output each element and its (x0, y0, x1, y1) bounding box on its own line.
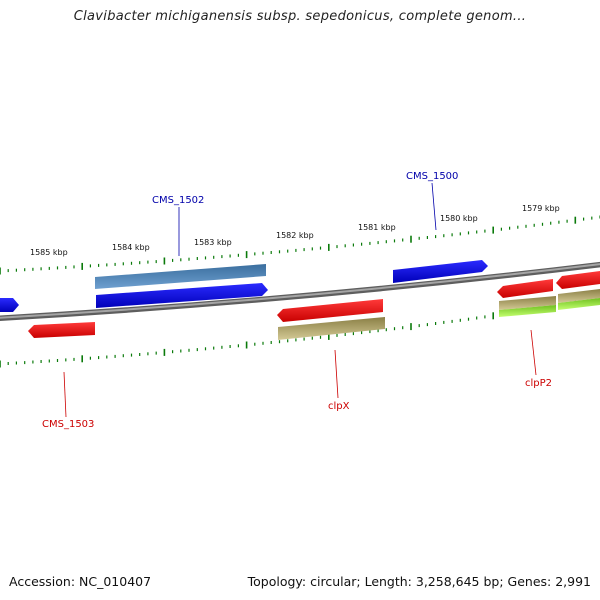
label-cms1503[interactable]: CMS_1503 (42, 419, 94, 430)
ruler-label-1584: 1584 kbp (112, 243, 150, 252)
accession-label: Accession: NC_010407 (9, 574, 152, 589)
gene-clpp2[interactable] (497, 279, 553, 298)
gene-cms1503[interactable] (28, 322, 95, 338)
gene-left-edge-forward[interactable] (0, 298, 19, 312)
gene-clpp2-product[interactable] (499, 296, 556, 310)
gene-clpx[interactable] (277, 299, 383, 322)
label-cms1500[interactable]: CMS_1500 (406, 171, 458, 182)
gene-right-edge-feature[interactable] (558, 298, 600, 310)
label-clpx[interactable]: clpX (328, 401, 350, 412)
ruler-label-1585: 1585 kbp (30, 248, 68, 257)
gene-right-edge-reverse[interactable] (556, 271, 600, 289)
ruler-label-1579: 1579 kbp (522, 204, 560, 213)
gene-cms1502[interactable] (95, 264, 266, 289)
ruler-label-1583: 1583 kbp (194, 238, 232, 247)
gene-cms1502-block[interactable] (95, 264, 268, 308)
leader-cms1503 (63, 371, 67, 418)
genome-stats-label: Topology: circular; Length: 3,258,645 bp… (247, 574, 591, 589)
leader-clpp2 (530, 329, 537, 376)
ruler-ticks-upper (0, 215, 600, 275)
gene-cms1502-forward[interactable] (96, 283, 268, 308)
ruler-label-1580: 1580 kbp (440, 214, 478, 223)
gene-clpx-product[interactable] (278, 317, 385, 340)
gene-right-edge-product[interactable] (558, 289, 600, 303)
ruler-label-1582: 1582 kbp (276, 231, 314, 240)
label-clpp2[interactable]: clpP2 (525, 378, 552, 389)
gene-cms1500[interactable] (393, 260, 488, 283)
leader-cms1500 (431, 182, 437, 231)
leader-clpx (334, 349, 339, 399)
gene-clpp2-feature[interactable] (499, 305, 556, 317)
label-cms1502[interactable]: CMS_1502 (152, 195, 204, 206)
genome-backbone (0, 263, 600, 319)
map-title: Clavibacter michiganensis subsp. sepedon… (73, 9, 527, 24)
ruler-label-1581: 1581 kbp (358, 223, 396, 232)
